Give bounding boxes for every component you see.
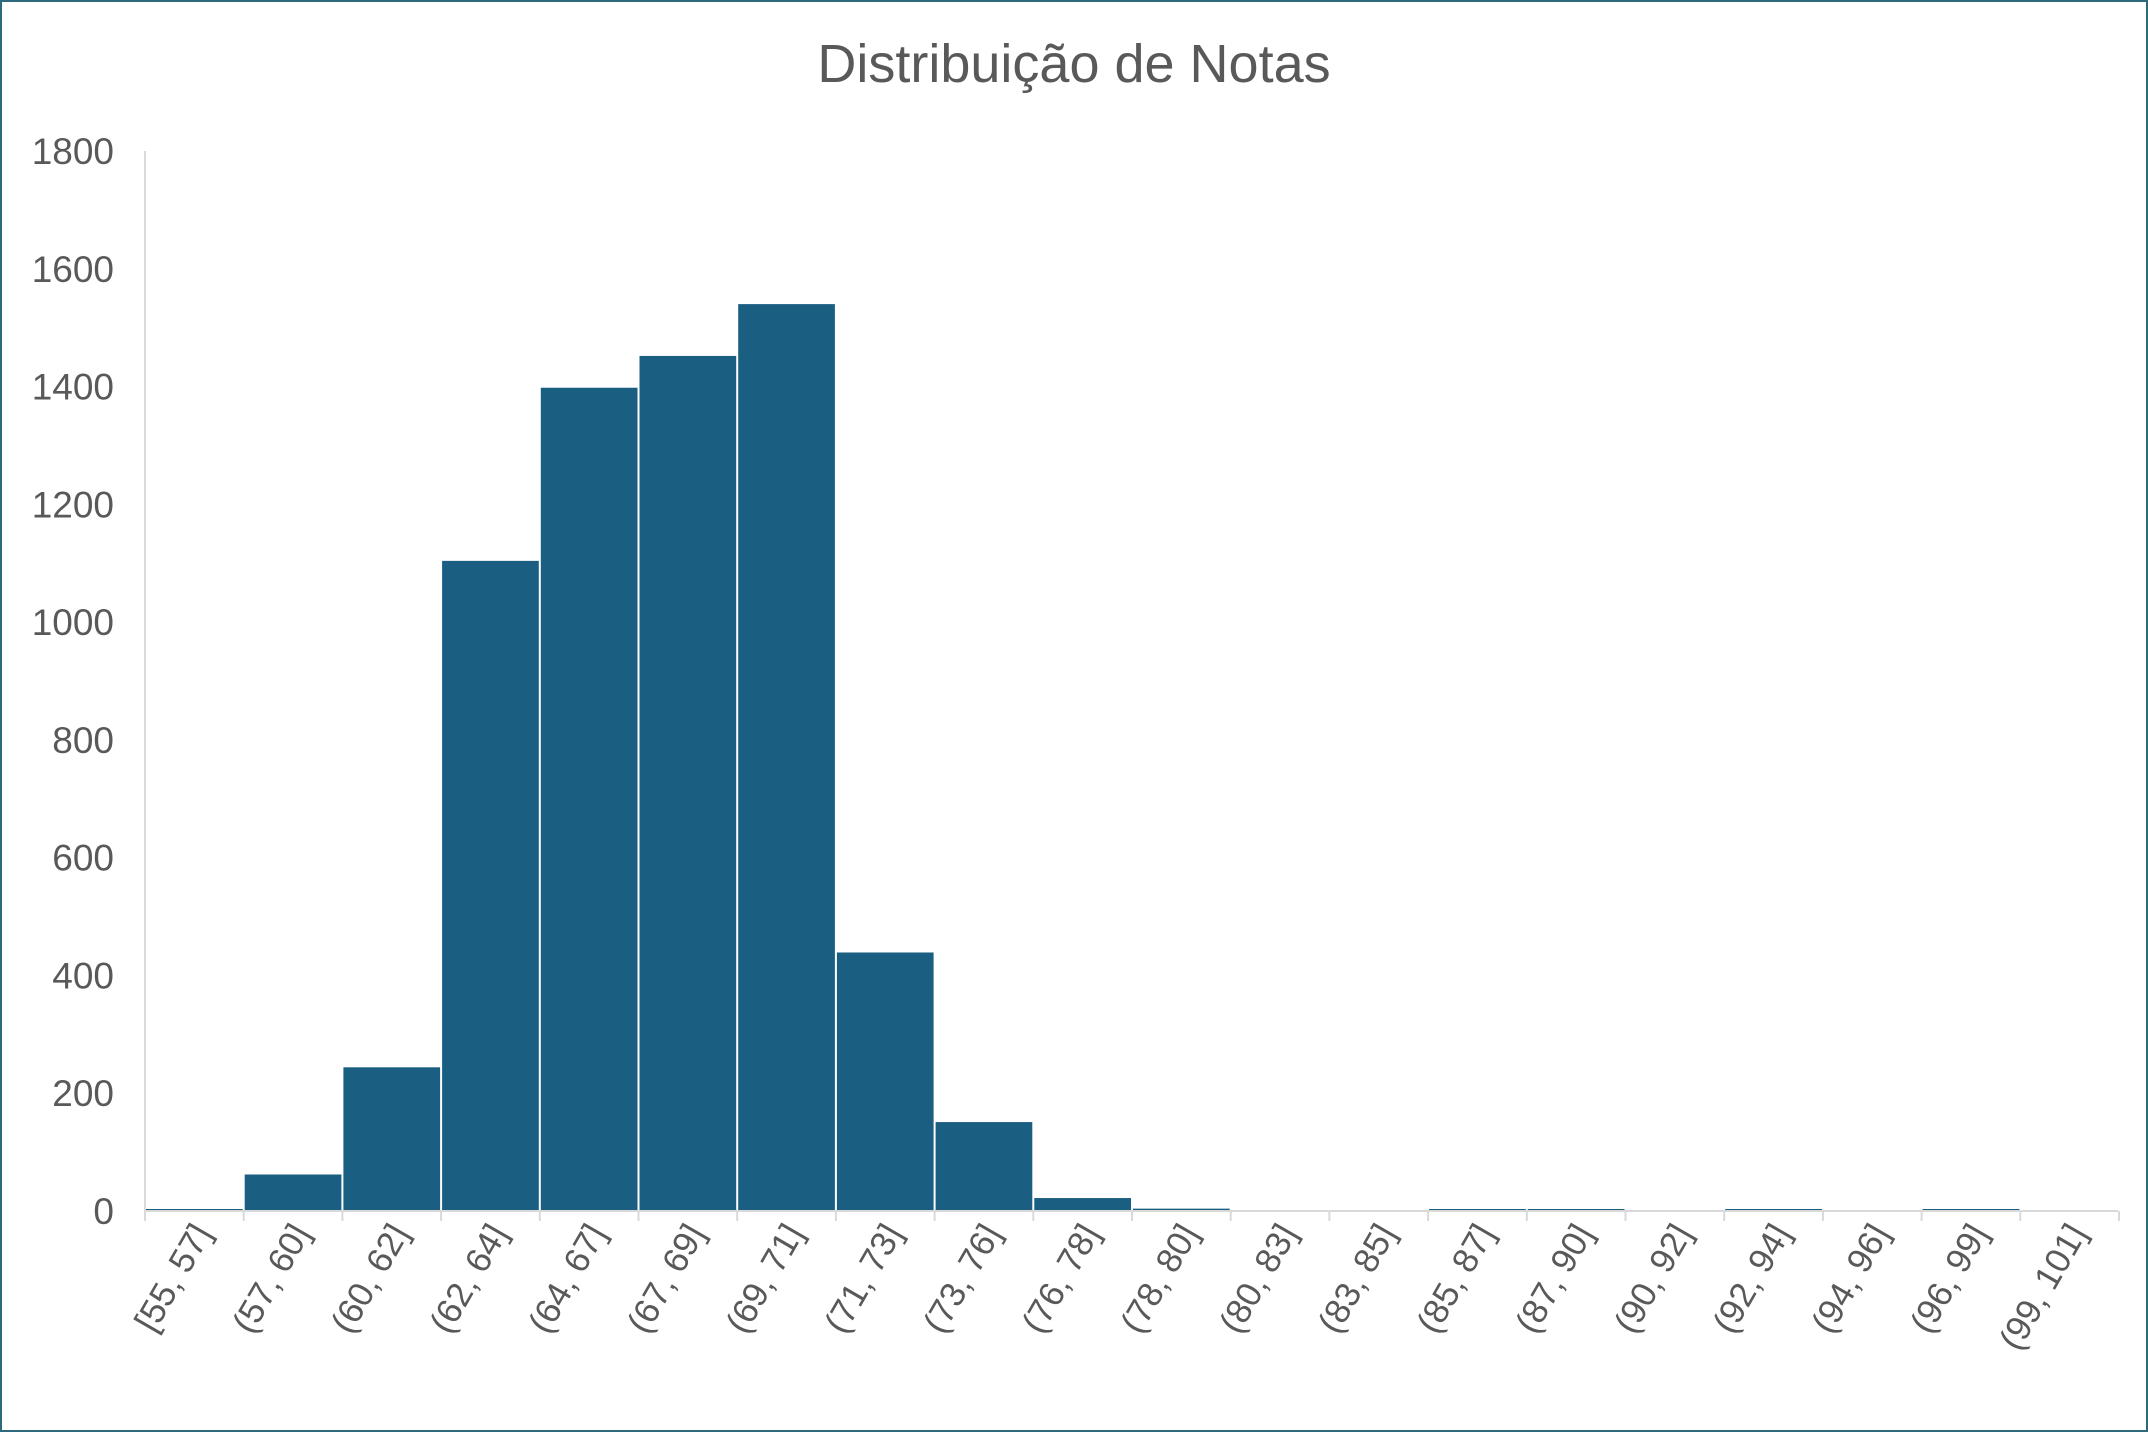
histogram-bar [935, 1122, 1033, 1211]
histogram-bar [836, 952, 934, 1211]
x-category-label: (80, 83] [1212, 1218, 1305, 1340]
histogram-bar [343, 1067, 441, 1211]
x-category-label: (90, 92] [1607, 1218, 1700, 1340]
y-axis-ticks: 0 200 400 600 800 1000 1200 1400 1600 1800 [32, 131, 114, 1232]
histogram-bar [738, 304, 835, 1212]
y-tick-label: 1200 [32, 484, 114, 525]
y-tick-label: 1800 [32, 131, 114, 172]
x-category-label: (67, 69] [620, 1218, 713, 1340]
x-category-label: (96, 99] [1903, 1218, 1996, 1340]
y-tick-label: 1600 [32, 249, 114, 290]
x-category-label: (60, 62] [324, 1218, 417, 1340]
x-category-label: (85, 87] [1409, 1218, 1502, 1340]
histogram-bar [1034, 1198, 1131, 1211]
y-tick-label: 200 [52, 1073, 114, 1114]
x-category-label: (83, 85] [1311, 1218, 1404, 1340]
x-category-label: [55, 57] [127, 1218, 219, 1339]
chart-title: Distribuição de Notas [817, 34, 1330, 94]
histogram-bar [1133, 1208, 1230, 1211]
histogram-bar [244, 1174, 342, 1211]
x-category-label: (73, 76] [916, 1218, 1009, 1340]
x-category-label: (76, 78] [1014, 1218, 1107, 1340]
x-category-label: (94, 96] [1804, 1218, 1897, 1340]
y-tick-label: 1000 [32, 602, 114, 643]
x-category-label: (62, 64] [422, 1218, 515, 1340]
x-category-label: (87, 90] [1508, 1218, 1601, 1340]
histogram-bar [639, 355, 737, 1211]
x-axis-labels: [55, 57] (57, 60] (60, 62] (62, 64] (64, 67]… [127, 1218, 2094, 1357]
bars [146, 304, 2020, 1212]
histogram-bar [442, 560, 539, 1211]
y-tick-label: 400 [52, 955, 114, 996]
x-category-label: (78, 80] [1113, 1218, 1206, 1340]
x-category-label: (92, 94] [1705, 1218, 1798, 1340]
x-category-label: (69, 71] [718, 1218, 811, 1340]
y-tick-label: 1400 [32, 367, 114, 408]
x-category-label: (64, 67] [521, 1218, 614, 1340]
histogram-bar [540, 387, 638, 1211]
x-category-label: (71, 73] [817, 1218, 910, 1340]
y-tick-label: 600 [52, 838, 114, 879]
x-category-label: (57, 60] [225, 1218, 318, 1340]
x-category-label: (99, 101] [1992, 1218, 2095, 1357]
x-axis-ticks [144, 1211, 2120, 1221]
y-tick-label: 0 [93, 1191, 114, 1232]
y-tick-label: 800 [52, 720, 114, 761]
